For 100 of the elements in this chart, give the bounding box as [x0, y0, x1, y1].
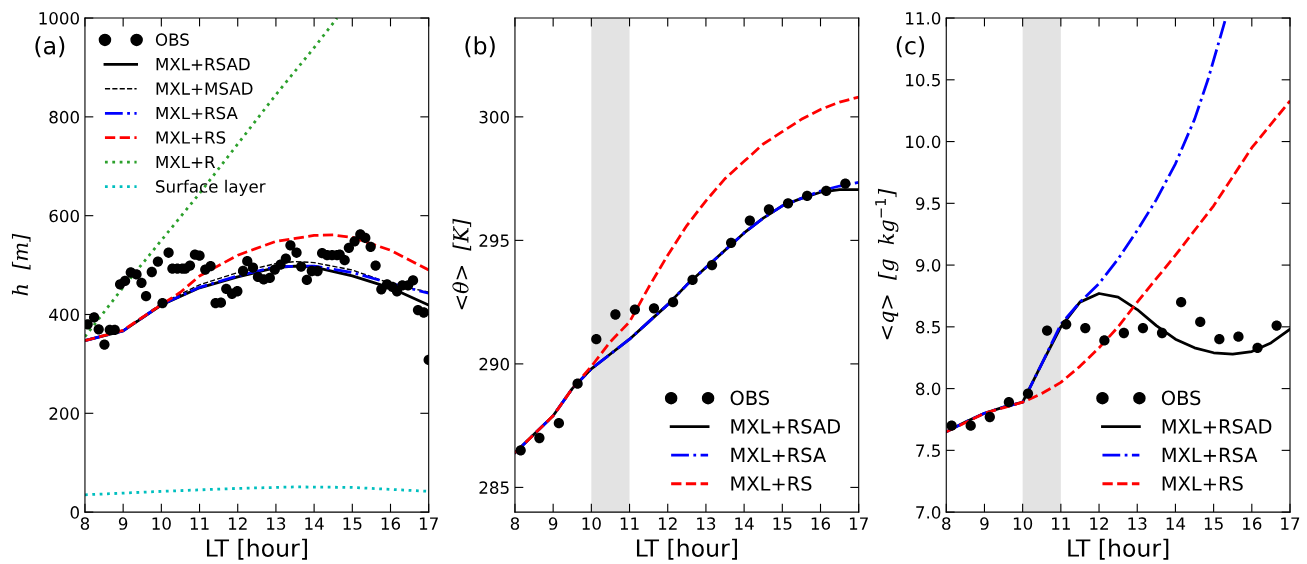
point [782, 198, 794, 209]
legend-label: MXL+RSAD [731, 419, 841, 434]
point [1252, 342, 1263, 353]
x-tick-label: 11 [620, 517, 639, 530]
x-tick-label: 11 [1052, 517, 1070, 530]
point [1176, 296, 1187, 308]
point [1271, 320, 1282, 331]
x-tick-label: 9 [980, 517, 989, 530]
point [725, 237, 737, 248]
x-tick-label: 10 [582, 517, 601, 530]
y-tick-label: 200 [49, 407, 79, 420]
point [984, 411, 995, 423]
x-tick-label: 12 [228, 517, 247, 530]
point [1099, 335, 1110, 346]
legend-label: MXL+RS [156, 131, 226, 144]
point [572, 378, 583, 389]
point [744, 215, 755, 226]
point [946, 420, 957, 431]
line-series [84, 233, 429, 343]
legend-label: MXL+RSAD [156, 57, 250, 71]
legend-label: Surface layer [156, 179, 266, 196]
x-tick-label: 16 [381, 517, 401, 530]
x-tick-label: 17 [849, 517, 868, 530]
x-tick-label: 9 [118, 517, 128, 530]
line-series [84, 18, 339, 339]
x-tick-label: 12 [1090, 517, 1108, 530]
point [1003, 397, 1015, 408]
point [1137, 322, 1149, 334]
point [1080, 322, 1091, 334]
y-axis-title: <q> [g kg$^{−1}$] [875, 188, 899, 340]
point [706, 259, 718, 271]
y-tick-label: 8.5 [916, 320, 940, 334]
legend-label: MXL+RSA [1162, 447, 1258, 463]
legend-label: OBS [730, 390, 770, 406]
legend-label: MXL+MSAD [156, 82, 253, 95]
y-tick-label: 295 [479, 234, 509, 247]
point [1233, 331, 1244, 342]
point [965, 420, 976, 431]
y-tick-label: 8.0 [916, 382, 941, 396]
legend-label: OBS [155, 33, 189, 46]
x-tick-label: 10 [152, 517, 171, 530]
y-tick-label: 600 [49, 209, 79, 223]
text: (c) [896, 36, 925, 58]
x-tick-label: 17 [419, 517, 438, 530]
y-tick-label: 7.0 [916, 506, 941, 519]
x-axis-title: LT [hour] [636, 538, 737, 560]
y-axis-title: h [m] [11, 233, 31, 296]
x-axis-title: LT [hour] [206, 538, 307, 560]
point [648, 303, 660, 314]
x-tick-label: 16 [811, 517, 831, 530]
point [763, 204, 775, 215]
x-tick-label: 12 [658, 517, 677, 530]
x-tick-label: 14 [305, 517, 324, 530]
y-tick-label: 1000 [39, 12, 79, 25]
point [687, 274, 698, 286]
x-tick-label: 10 [1013, 517, 1033, 530]
x-tick-label: 16 [1243, 517, 1262, 530]
legend-label: OBS [1161, 390, 1201, 406]
x-tick-label: 15 [343, 517, 362, 530]
y-tick-label: 800 [49, 110, 79, 124]
point [1156, 327, 1168, 339]
point [610, 309, 621, 320]
point [1041, 325, 1053, 336]
y-axis-title: <θ> [K] [452, 218, 472, 310]
x-tick-label: 17 [1281, 517, 1300, 530]
legend-label: MXL+RS [731, 476, 812, 491]
y-tick-label: 10.0 [906, 135, 941, 149]
point [1214, 334, 1225, 345]
point [1022, 388, 1034, 399]
y-tick-label: 290 [479, 357, 509, 371]
point [534, 432, 545, 444]
point [1118, 327, 1130, 339]
x-tick-label: 13 [697, 517, 716, 530]
point [801, 190, 813, 202]
y-tick-label: 285 [479, 481, 509, 494]
point [667, 296, 679, 308]
x-tick-label: 15 [773, 517, 792, 530]
point [515, 445, 526, 456]
point [1061, 319, 1072, 330]
x-tick-label: 8 [942, 517, 951, 530]
y-tick-label: 7.5 [916, 444, 940, 457]
text: (b) [465, 36, 495, 58]
x-tick-label: 13 [267, 517, 286, 530]
text: (a) [35, 36, 65, 58]
point [1195, 316, 1206, 328]
point [629, 304, 641, 315]
legend-label: MXL+RSA [156, 106, 238, 120]
legend-label: MXL+RSA [731, 447, 827, 463]
x-tick-label: 9 [548, 517, 558, 530]
y-tick-label: 9.0 [915, 259, 941, 272]
x-tick-label: 15 [1204, 517, 1223, 530]
line-series [946, 99, 1291, 434]
point [591, 334, 602, 345]
point [821, 185, 832, 197]
x-tick-label: 14 [735, 517, 754, 530]
y-tick-label: 0 [70, 506, 79, 519]
x-tick-label: 8 [510, 517, 520, 530]
x-tick-label: 13 [1128, 517, 1147, 530]
legend-label: MXL+R [156, 155, 216, 169]
legend-label: MXL+RS [1162, 476, 1243, 491]
